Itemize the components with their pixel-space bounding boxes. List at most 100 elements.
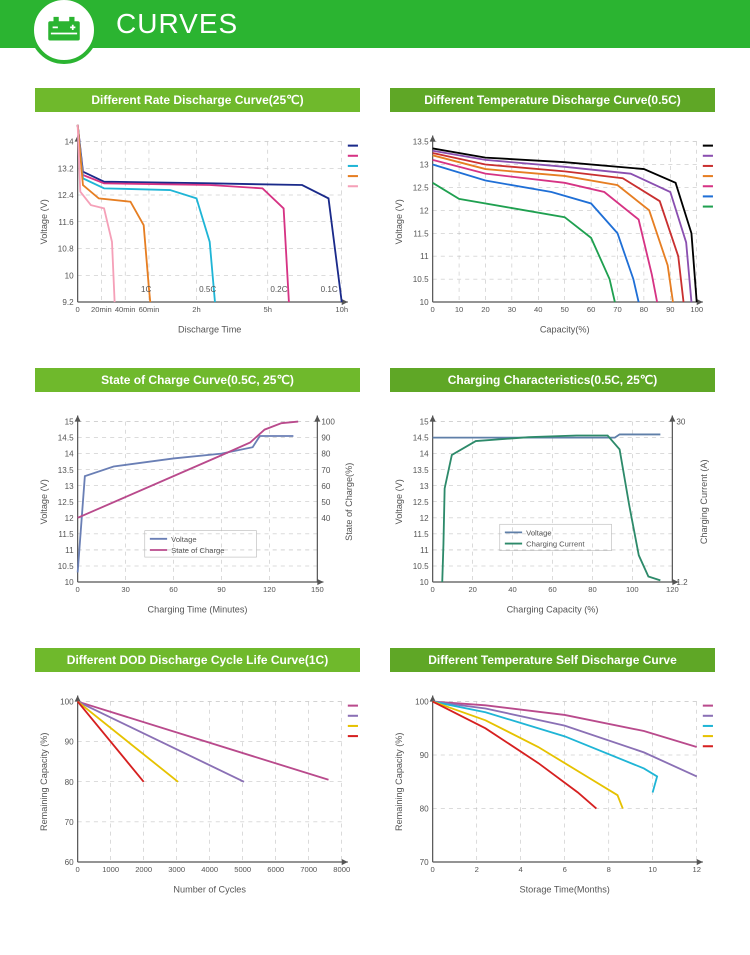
svg-text:90: 90 [65,738,75,747]
svg-text:80: 80 [588,585,596,594]
svg-text:70: 70 [613,305,621,314]
svg-text:Storage Time(Months): Storage Time(Months) [520,885,610,895]
svg-text:4000: 4000 [201,865,218,874]
svg-text:0.1C: 0.1C [321,285,338,294]
svg-text:Remaining Capacity (%): Remaining Capacity (%) [394,733,404,831]
svg-text:8000: 8000 [333,865,350,874]
svg-text:14: 14 [65,138,75,147]
svg-text:2000: 2000 [135,865,152,874]
svg-text:40: 40 [321,514,331,523]
svg-text:Voltage (V): Voltage (V) [394,479,404,524]
svg-text:10.8: 10.8 [58,245,74,254]
svg-text:14: 14 [65,450,75,459]
chart: 1010.51111.51212.51313.51414.51502040608… [390,402,715,628]
svg-text:11: 11 [420,252,429,261]
svg-text:12.5: 12.5 [413,183,429,192]
svg-text:20: 20 [468,585,476,594]
svg-text:70: 70 [65,818,75,827]
svg-text:11.5: 11.5 [58,530,74,539]
svg-text:Charging Current: Charging Current [526,540,585,549]
svg-text:State of Charge(%): State of Charge(%) [344,463,354,541]
chart-panel: Different DOD Discharge Cycle Life Curve… [35,648,360,908]
svg-text:Discharge Time: Discharge Time [178,325,241,335]
svg-text:90: 90 [321,434,331,443]
svg-text:60min: 60min [139,305,160,314]
chart: 70809010002468101210℃25℃30℃40℃50℃Storage… [390,682,715,908]
svg-text:11: 11 [65,546,74,555]
svg-text:11.5: 11.5 [413,229,429,238]
svg-text:0: 0 [431,865,435,874]
svg-text:12.5: 12.5 [413,498,429,507]
chart: 9.21010.811.612.413.214020min40min60min2… [35,122,360,348]
svg-text:0: 0 [431,585,435,594]
svg-text:12: 12 [420,206,430,215]
svg-text:10.5: 10.5 [413,562,429,571]
svg-text:6: 6 [563,865,567,874]
svg-text:Remaining Capacity (%): Remaining Capacity (%) [39,733,49,831]
svg-text:150: 150 [311,585,324,594]
svg-text:12.4: 12.4 [58,191,74,200]
header-band: CURVES [0,0,750,48]
svg-text:Voltage (V): Voltage (V) [394,199,404,244]
svg-text:60: 60 [587,305,595,314]
svg-text:Capacity(%): Capacity(%) [540,325,590,335]
svg-text:0: 0 [76,305,80,314]
svg-text:14: 14 [420,450,430,459]
svg-text:50: 50 [560,305,568,314]
svg-text:40: 40 [508,585,516,594]
svg-text:10h: 10h [335,305,348,314]
svg-text:10: 10 [65,578,75,587]
svg-text:90: 90 [217,585,225,594]
chart-panel: Different Temperature Self Discharge Cur… [390,648,715,908]
svg-text:Charging Capacity (%): Charging Capacity (%) [507,605,599,615]
chart: 6070809010001000200030004000500060007000… [35,682,360,908]
svg-text:13: 13 [420,482,430,491]
svg-text:100: 100 [690,305,703,314]
svg-text:80: 80 [65,778,75,787]
svg-text:90: 90 [666,305,674,314]
svg-text:13: 13 [420,161,430,170]
svg-text:70: 70 [420,858,430,867]
chart-title: State of Charge Curve(0.5C, 25℃) [35,368,360,392]
svg-text:70: 70 [321,466,331,475]
svg-text:30: 30 [121,585,129,594]
svg-text:10.5: 10.5 [58,562,74,571]
svg-text:80: 80 [640,305,648,314]
svg-text:Voltage (V): Voltage (V) [39,479,49,524]
svg-text:8: 8 [607,865,611,874]
chart-panel: Charging Characteristics(0.5C, 25℃)1010.… [390,368,715,628]
svg-text:4: 4 [518,865,523,874]
svg-text:0: 0 [76,865,80,874]
chart-panel: Different Rate Discharge Curve(25℃)9.210… [35,88,360,348]
svg-text:State of Charge: State of Charge [171,546,224,555]
svg-text:80: 80 [321,450,331,459]
svg-text:3000: 3000 [168,865,185,874]
chart-grid: Different Rate Discharge Curve(25℃)9.210… [0,48,750,928]
svg-text:11.5: 11.5 [413,530,429,539]
svg-text:Charging Time (Minutes): Charging Time (Minutes) [148,605,248,615]
svg-text:Voltage (V): Voltage (V) [39,199,49,244]
svg-text:60: 60 [321,482,331,491]
svg-text:20min: 20min [91,305,112,314]
svg-text:Voltage: Voltage [171,535,196,544]
svg-text:5h: 5h [264,305,272,314]
svg-text:100: 100 [415,698,429,707]
svg-text:10: 10 [65,271,75,280]
chart: 1010.51111.51212.51313.50102030405060708… [390,122,715,348]
svg-text:80: 80 [420,805,430,814]
svg-text:0.5C: 0.5C [199,285,216,294]
svg-text:13.2: 13.2 [58,164,74,173]
svg-text:30: 30 [676,418,686,427]
chart-title: Different DOD Discharge Cycle Life Curve… [35,648,360,672]
svg-text:60: 60 [169,585,177,594]
svg-text:20: 20 [481,305,489,314]
svg-text:2h: 2h [192,305,200,314]
svg-text:9.2: 9.2 [62,298,74,307]
svg-text:13: 13 [65,482,75,491]
svg-text:2: 2 [475,865,479,874]
svg-text:100: 100 [60,698,74,707]
chart-title: Charging Characteristics(0.5C, 25℃) [390,368,715,392]
svg-text:1000: 1000 [102,865,119,874]
page-title: CURVES [116,8,238,40]
svg-text:0.2C: 0.2C [270,285,287,294]
